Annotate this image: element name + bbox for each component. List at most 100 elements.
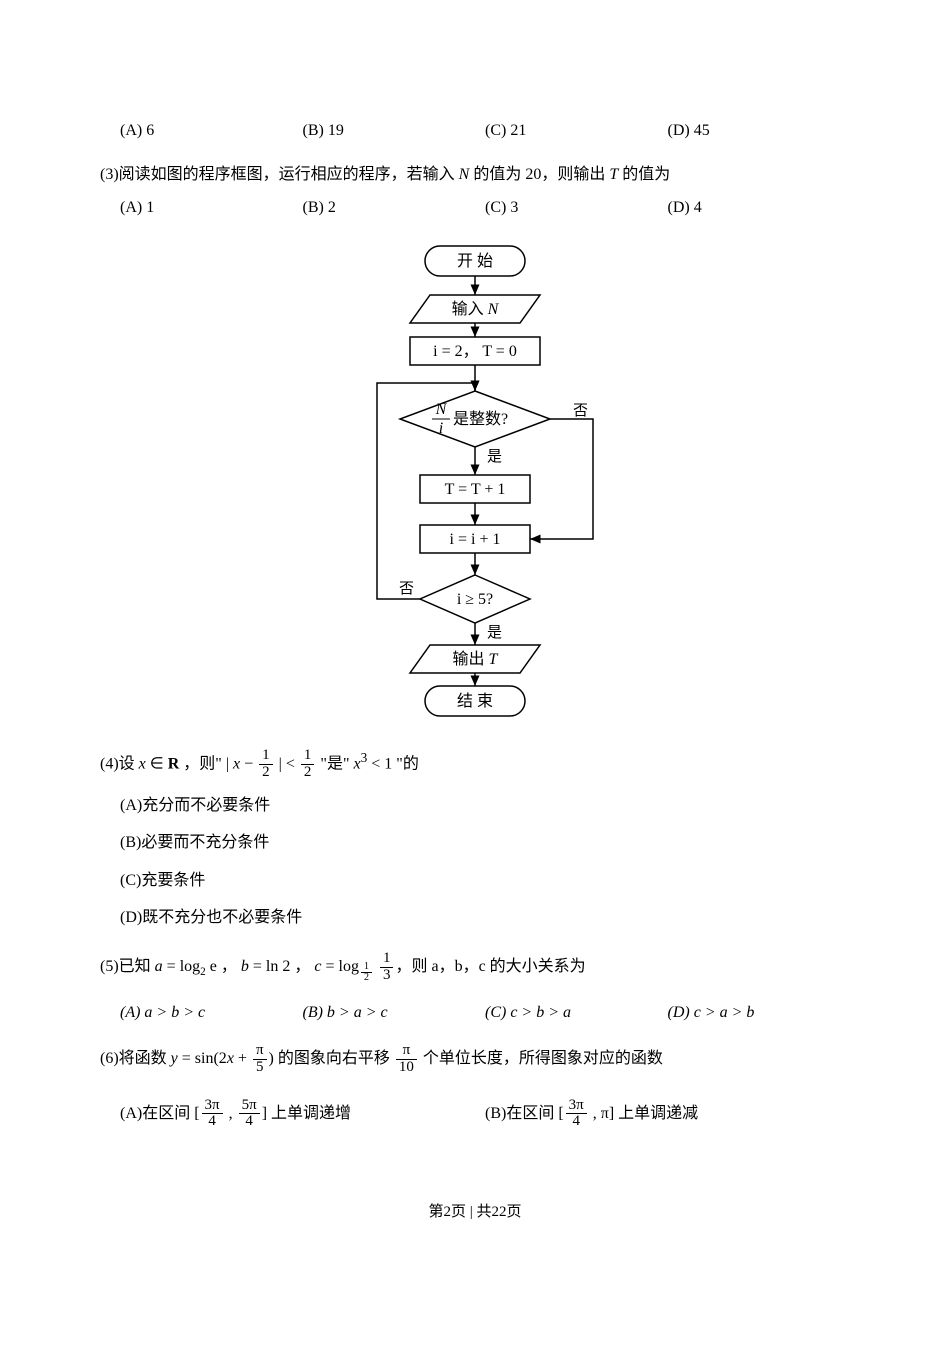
- q6-pi5: π5: [253, 1043, 267, 1076]
- q5-opt-a: (A) a > b > c: [120, 1000, 303, 1026]
- q5-a: a: [155, 958, 163, 975]
- q6b-post: , π] 上单调递减: [589, 1105, 698, 1122]
- svg-text:结 束: 结 束: [457, 692, 493, 710]
- q4-mid2: "是": [316, 755, 353, 772]
- q3-opt-d: (D) 4: [668, 195, 851, 221]
- q2-opt-b: (B) 19: [303, 118, 486, 144]
- q5-logarg: 13: [380, 951, 394, 984]
- q5-opt-d: (D) c > a > b: [668, 1000, 851, 1026]
- svg-text:否: 否: [399, 581, 414, 597]
- q4-minus: −: [240, 755, 257, 772]
- q6b-f1n: 3π: [566, 1098, 587, 1115]
- q2-opt-a: (A) 6: [120, 118, 303, 144]
- q3-opt-b: (B) 2: [303, 195, 486, 221]
- q4-opt-b: (B)必要而不充分条件: [120, 830, 850, 856]
- q6-pi5-num: π: [253, 1043, 267, 1060]
- q6-pi5-den: 5: [253, 1060, 267, 1076]
- svg-text:i ≥ 5?: i ≥ 5?: [457, 591, 493, 608]
- q4-half1-den: 2: [259, 765, 273, 781]
- flowchart-figure: 开 始输入 Ni = 2， T = 0Ni 是整数?T = T + 1i = i…: [100, 239, 850, 719]
- q2-options: (A) 6 (B) 19 (C) 21 (D) 45: [100, 118, 850, 144]
- q5-options: (A) a > b > c (B) b > a > c (C) c > b > …: [100, 1000, 850, 1026]
- q4-lt1: < 1 "的: [367, 755, 419, 772]
- q5-post: ，则 a，b，c 的大小关系为: [395, 958, 585, 975]
- q4-in: ∈: [146, 755, 168, 772]
- q3-options: (A) 1 (B) 2 (C) 3 (D) 4: [100, 195, 850, 221]
- q5-ln: ln 2: [266, 958, 290, 975]
- q3-opt-a: (A) 1: [120, 195, 303, 221]
- page-footer: 第2页 | 共22页: [100, 1200, 850, 1224]
- svg-text:是: 是: [487, 625, 502, 641]
- q6-eq: = sin(2: [178, 1050, 227, 1067]
- q4-opt-c: (C)充要条件: [120, 868, 850, 894]
- q2-opt-d: (D) 45: [668, 118, 851, 144]
- q6-post: 个单位长度，所得图象对应的函数: [419, 1050, 663, 1067]
- q4-half2-num: 1: [301, 748, 315, 765]
- q3-text-1: (3)阅读如图的程序框图，运行相应的程序，若输入: [100, 166, 459, 183]
- q6a-pre: (A)在区间 [: [120, 1105, 200, 1122]
- svg-text:输出 T: 输出 T: [453, 650, 499, 668]
- q3-stem: (3)阅读如图的程序框图，运行相应的程序，若输入 N 的值为 20，则输出 T …: [100, 162, 850, 188]
- q6b-f1: 3π4: [566, 1098, 587, 1131]
- q6-y: y: [171, 1050, 178, 1067]
- q4-set: R: [168, 755, 180, 772]
- q4-half2: 12: [301, 748, 315, 781]
- q6-pi10: π10: [396, 1043, 417, 1076]
- q5-logbase-frac: 12: [361, 962, 372, 984]
- q4-half1-num: 1: [259, 748, 273, 765]
- q5-opt-c: (C) c > b > a: [485, 1000, 668, 1026]
- q6-opt-b: (B)在区间 [3π4 , π] 上单调递减: [485, 1098, 850, 1131]
- q5-la-num: 1: [380, 951, 394, 968]
- q4-mid: ，则" |: [179, 755, 233, 772]
- q5-pre: (5)已知: [100, 958, 155, 975]
- q4-half1: 12: [259, 748, 273, 781]
- q5-sep2: ，: [290, 958, 314, 975]
- q6-plus: +: [234, 1050, 251, 1067]
- q6a-f2d: 4: [239, 1114, 260, 1130]
- q6a-f1: 3π4: [202, 1098, 223, 1131]
- q4-lt: | <: [275, 755, 299, 772]
- q4-half2-den: 2: [301, 765, 315, 781]
- svg-text:i = 2， T = 0: i = 2， T = 0: [433, 343, 517, 360]
- svg-text:是: 是: [487, 449, 502, 465]
- q6a-post: ] 上单调递增: [262, 1105, 351, 1122]
- q5-log1: log: [180, 958, 200, 975]
- q2-opt-c: (C) 21: [485, 118, 668, 144]
- svg-text:i = i + 1: i = i + 1: [450, 531, 501, 548]
- q6-stem: (6)将函数 y = sin(2x + π5) 的图象向右平移 π10 个单位长…: [100, 1043, 850, 1076]
- q6-pi10-num: π: [396, 1043, 417, 1060]
- q6a-f1d: 4: [202, 1114, 223, 1130]
- q4-stem: (4)设 x ∈ R ，则" | x − 12 | < 12 "是" x3 < …: [100, 747, 850, 781]
- q6a-comma: ,: [225, 1105, 237, 1122]
- q6-pre: (6)将函数: [100, 1050, 171, 1067]
- q6a-f1n: 3π: [202, 1098, 223, 1115]
- svg-text:i: i: [439, 420, 443, 437]
- q6-mid: ) 的图象向右平移: [269, 1050, 394, 1067]
- q5-eq3: =: [321, 958, 338, 975]
- q6-options-row1: (A)在区间 [3π4 , 5π4] 上单调递增 (B)在区间 [3π4 , π…: [100, 1098, 850, 1131]
- svg-text:是整数?: 是整数?: [453, 410, 508, 428]
- q3-opt-c: (C) 3: [485, 195, 668, 221]
- q6-opt-a: (A)在区间 [3π4 , 5π4] 上单调递增: [120, 1098, 485, 1131]
- q5-eq1: =: [163, 958, 180, 975]
- q5-log2: log: [339, 958, 359, 975]
- flowchart-svg: 开 始输入 Ni = 2， T = 0Ni 是整数?T = T + 1i = i…: [335, 239, 615, 719]
- q6b-f1d: 4: [566, 1114, 587, 1130]
- q6b-pre: (B)在区间 [: [485, 1105, 564, 1122]
- svg-text:T = T + 1: T = T + 1: [445, 481, 506, 498]
- q3-text-2: 的值为 20，则输出: [469, 166, 609, 183]
- q5-la-den: 3: [380, 968, 394, 984]
- q5-b: b: [241, 958, 249, 975]
- q4-options: (A)充分而不必要条件 (B)必要而不充分条件 (C)充要条件 (D)既不充分也…: [100, 793, 850, 931]
- q5-logbase: 12: [359, 966, 374, 978]
- q4-cube-x: x: [353, 755, 360, 772]
- q6a-f2n: 5π: [239, 1098, 260, 1115]
- q6-pi10-den: 10: [396, 1060, 417, 1076]
- q4-x: x: [139, 755, 146, 772]
- q4-opt-a: (A)充分而不必要条件: [120, 793, 850, 819]
- q3-text-3: 的值为: [618, 166, 670, 183]
- svg-text:否: 否: [573, 403, 588, 419]
- q4-pre: (4)设: [100, 755, 139, 772]
- q5-eq2: =: [249, 958, 266, 975]
- q3-var-n: N: [459, 166, 470, 183]
